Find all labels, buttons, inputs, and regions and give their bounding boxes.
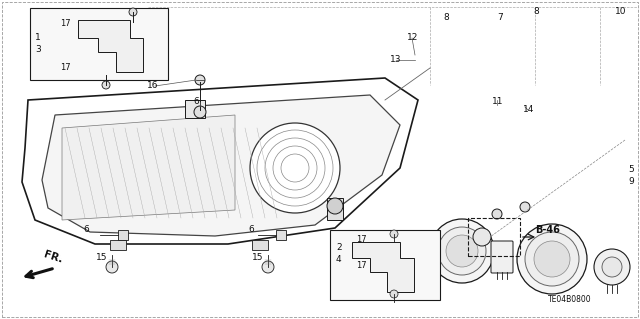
Circle shape [390,230,398,238]
Text: 17: 17 [356,235,367,244]
Circle shape [262,261,274,273]
Text: 8: 8 [443,13,449,23]
Polygon shape [42,95,400,236]
Circle shape [438,227,486,275]
Text: 17: 17 [60,19,70,27]
Text: 2: 2 [336,243,342,253]
Text: 12: 12 [407,33,419,42]
Text: 15: 15 [252,254,264,263]
Text: 17: 17 [60,63,70,72]
Polygon shape [62,115,235,220]
Circle shape [102,81,110,89]
Circle shape [195,75,205,85]
Circle shape [446,235,478,267]
Circle shape [492,209,502,219]
Polygon shape [78,20,143,72]
Bar [252,240,268,250]
Bar [327,198,343,220]
Text: 5: 5 [628,166,634,174]
Text: FR.: FR. [42,249,63,265]
Text: 13: 13 [390,56,401,64]
Text: 9: 9 [628,177,634,187]
Circle shape [106,261,118,273]
Text: 16: 16 [147,81,159,91]
Text: 8: 8 [533,8,539,17]
Bar [330,230,440,300]
Circle shape [525,232,579,286]
Text: 3: 3 [35,46,41,55]
Circle shape [602,257,622,277]
Bar [30,8,168,80]
Text: 11: 11 [492,98,504,107]
Polygon shape [118,230,128,240]
Polygon shape [22,78,418,244]
Text: 6: 6 [193,98,199,107]
Circle shape [250,123,340,213]
Text: 10: 10 [615,8,627,17]
Circle shape [534,241,570,277]
Circle shape [517,224,587,294]
Text: 6: 6 [83,226,89,234]
Text: 4: 4 [336,256,342,264]
Text: 7: 7 [497,13,503,23]
Circle shape [473,228,491,246]
Text: 17: 17 [356,262,367,271]
Text: 6: 6 [248,226,253,234]
Circle shape [327,198,343,214]
Bar [185,100,205,118]
FancyBboxPatch shape [491,241,513,273]
Text: 14: 14 [523,106,534,115]
Polygon shape [352,242,414,292]
Bar [110,240,126,250]
Circle shape [390,290,398,298]
Circle shape [401,237,429,265]
Polygon shape [276,230,286,240]
Bar [468,218,520,256]
Text: 1: 1 [35,33,41,42]
Circle shape [594,249,630,285]
Circle shape [194,106,206,118]
Circle shape [430,219,494,283]
Circle shape [407,243,423,259]
Text: 15: 15 [96,254,108,263]
Text: TE04B0800: TE04B0800 [548,295,591,305]
Text: B-46: B-46 [535,225,560,235]
Circle shape [129,8,137,16]
Circle shape [520,202,530,212]
